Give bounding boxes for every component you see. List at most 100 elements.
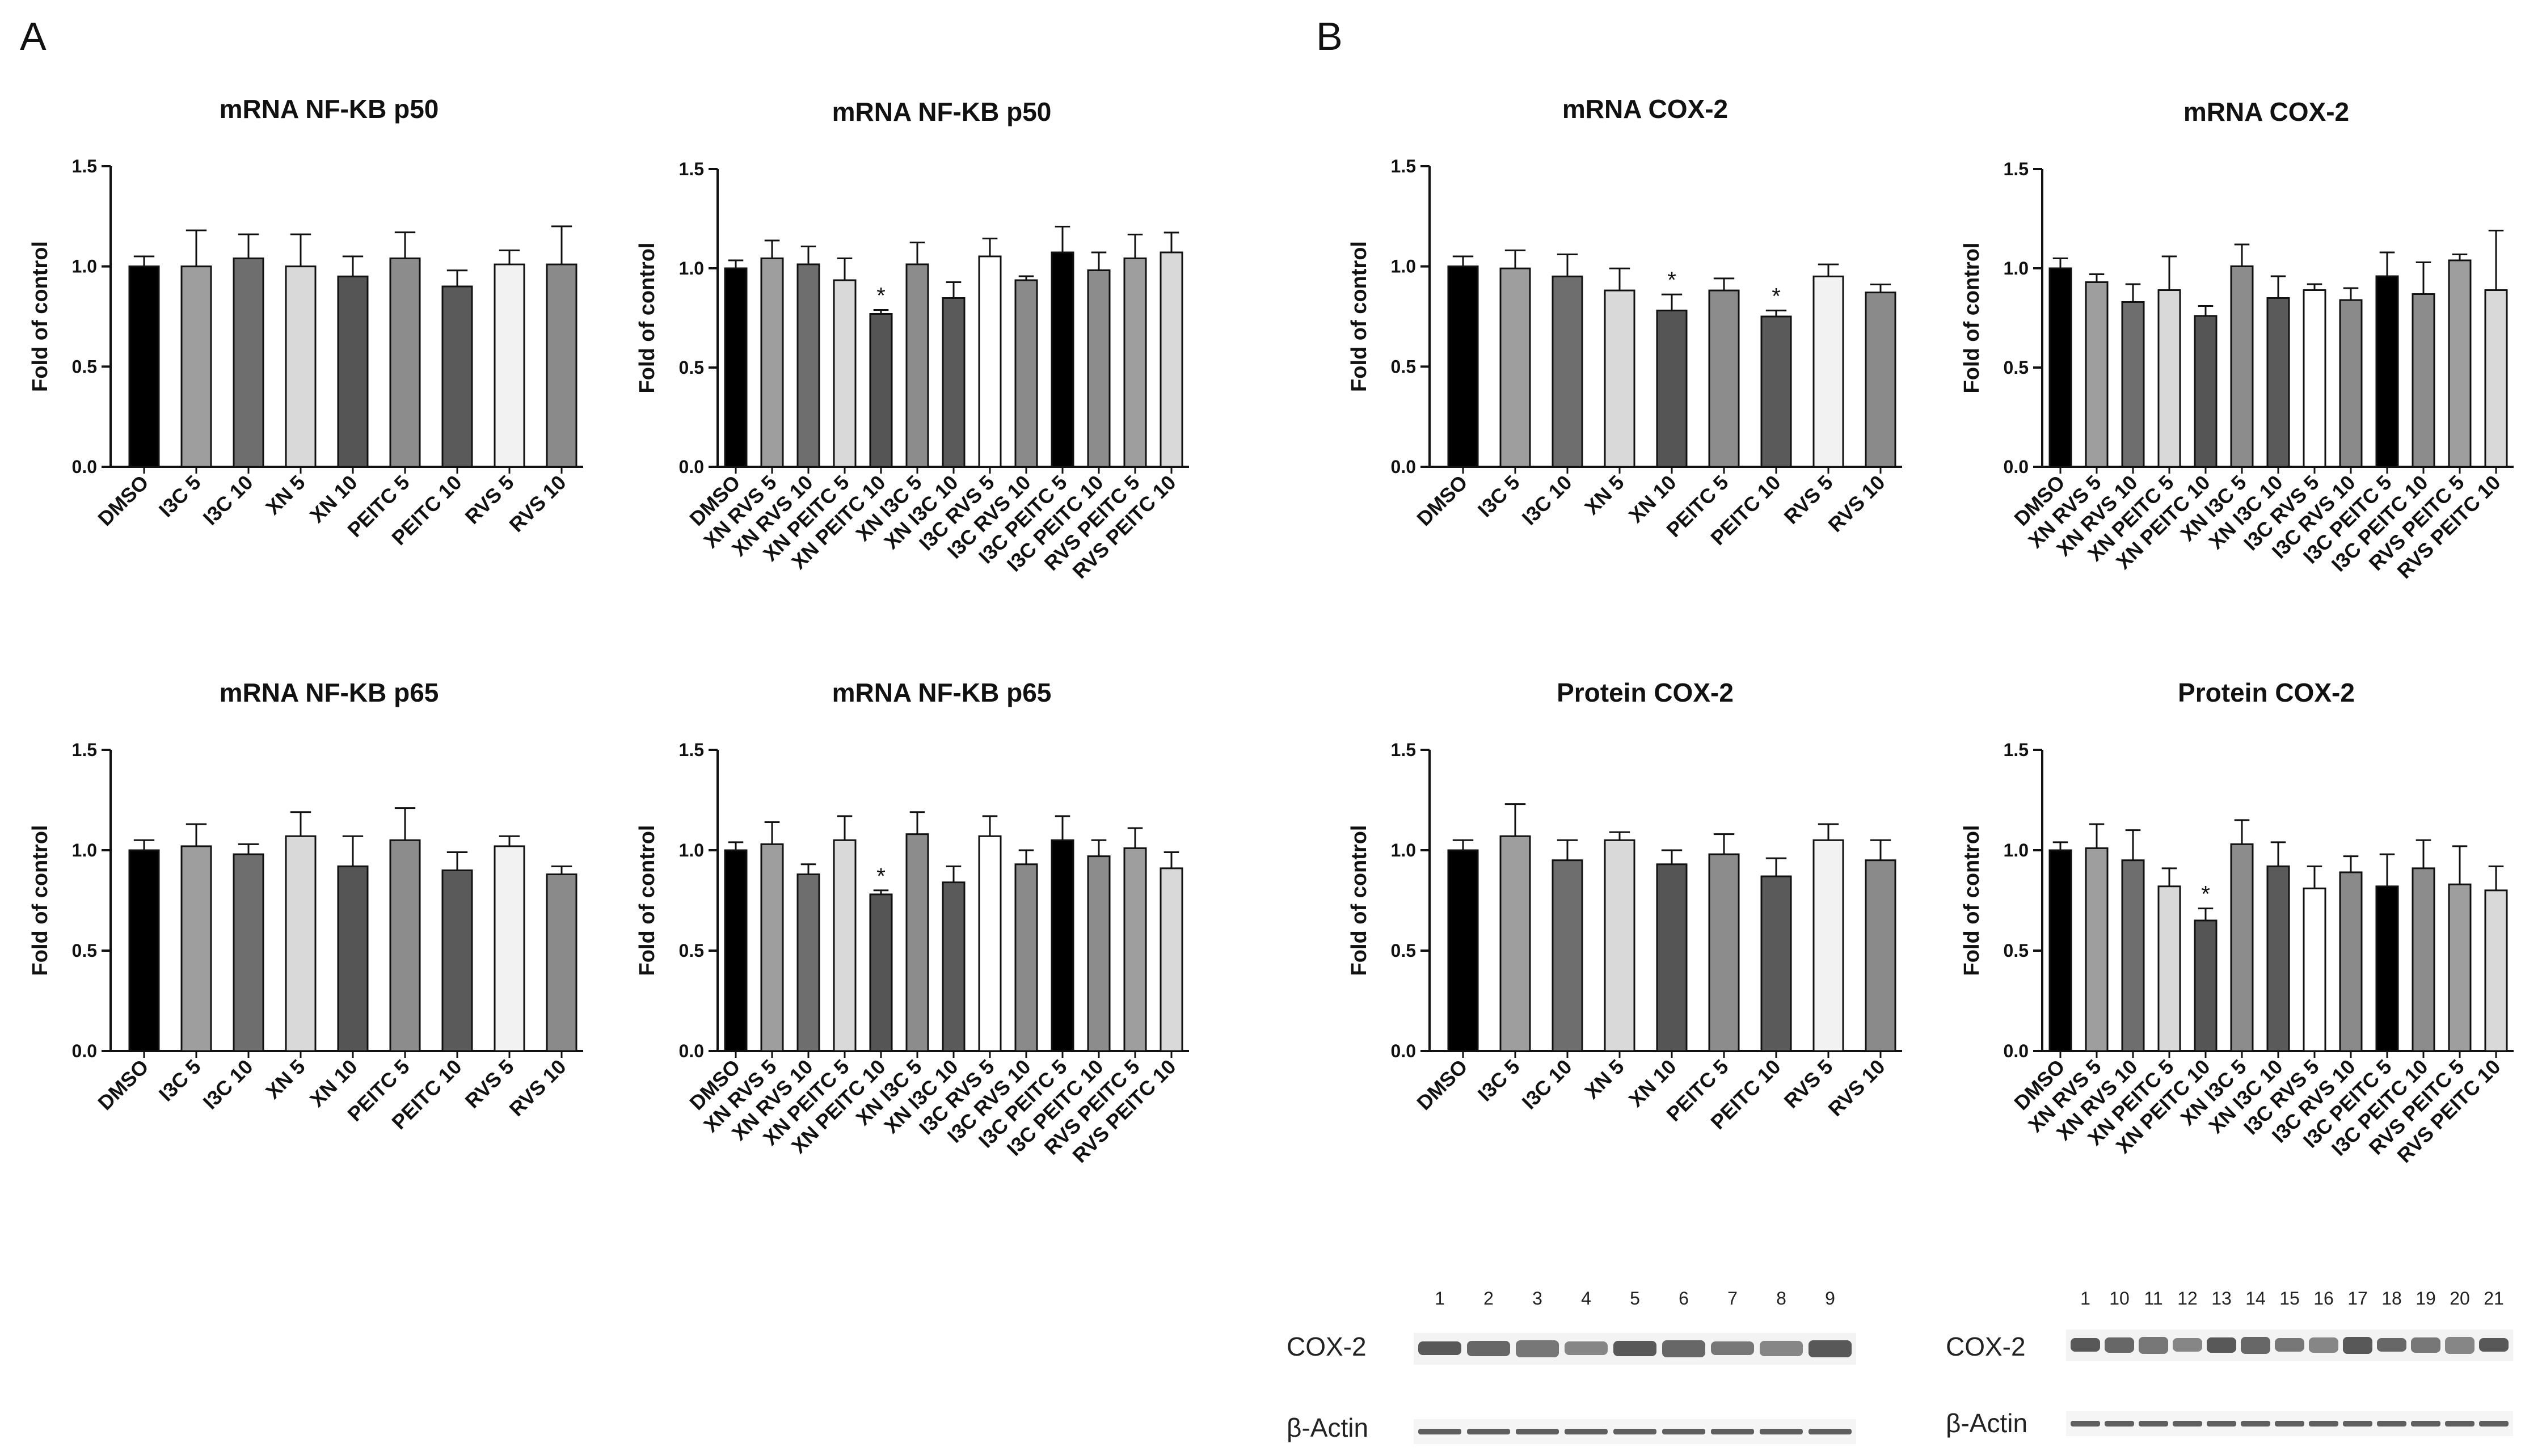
bar xyxy=(128,265,160,468)
band-cox2 xyxy=(1662,1340,1705,1357)
y-tick-label: 1.5 xyxy=(2004,159,2029,179)
x-tick-label: I3C 10 xyxy=(199,471,258,530)
bar xyxy=(2085,847,2109,1052)
bar xyxy=(1123,258,1147,468)
y-tick-label: 1.0 xyxy=(2004,258,2029,278)
bar xyxy=(2375,275,2399,468)
bar xyxy=(760,258,784,468)
band-cox2 xyxy=(1516,1340,1559,1357)
bar xyxy=(1812,275,1844,468)
lane-number: 1 xyxy=(2080,1288,2090,1309)
chart-3: mRNA COX-2 Fold of control 0.0 0.5 1.0 1.5 DMS… xyxy=(1347,94,1902,550)
bar xyxy=(2375,885,2399,1052)
bar xyxy=(1447,849,1479,1052)
bar xyxy=(942,881,966,1052)
band-actin xyxy=(2479,1421,2509,1427)
bar xyxy=(2412,293,2435,468)
y-tick-label: 0.0 xyxy=(72,457,97,477)
bar xyxy=(1051,251,1074,468)
bar xyxy=(546,873,577,1052)
x-tick-label: RVS 10 xyxy=(1823,471,1889,537)
blot-label-actin: β-Actin xyxy=(1946,1408,2027,1438)
lane-number: 10 xyxy=(2109,1288,2130,1309)
bar xyxy=(285,265,317,468)
bar xyxy=(441,869,473,1052)
y-tick-label: 0.5 xyxy=(2004,940,2029,961)
chart-title: mRNA NF-KB p65 xyxy=(832,678,1052,707)
band-cox2 xyxy=(2207,1337,2236,1353)
x-tick-label: XN 5 xyxy=(1580,1055,1629,1104)
bar xyxy=(1087,269,1111,468)
blot-label-actin: β-Actin xyxy=(1287,1413,1368,1442)
bar xyxy=(2266,865,2290,1052)
bar xyxy=(1123,847,1147,1052)
x-tick-label: I3C 10 xyxy=(1517,1055,1576,1114)
y-axis-label: Fold of control xyxy=(635,243,659,394)
bar xyxy=(441,285,473,468)
bar xyxy=(2230,265,2254,468)
y-tick-label: 1.0 xyxy=(72,840,97,860)
blot-label-cox2: COX-2 xyxy=(1946,1332,2026,1361)
band-actin xyxy=(2105,1421,2134,1427)
y-tick-label: 0.5 xyxy=(2004,357,2029,378)
band-actin xyxy=(1809,1429,1852,1434)
y-tick-label: 0.5 xyxy=(1391,356,1416,377)
y-tick-label: 1.0 xyxy=(1391,256,1416,277)
x-tick-label: I3C 5 xyxy=(1473,1055,1524,1106)
band-actin xyxy=(1760,1429,1803,1434)
y-tick-label: 1.5 xyxy=(679,740,704,760)
bar xyxy=(1014,279,1038,468)
bar xyxy=(833,279,857,468)
bar xyxy=(1760,315,1792,468)
y-tick-label: 0.0 xyxy=(1391,1041,1416,1061)
bar xyxy=(833,839,857,1052)
lane-number: 21 xyxy=(2484,1288,2504,1309)
band-cox2 xyxy=(2377,1338,2406,1352)
x-tick-label: I3C 5 xyxy=(154,1055,205,1106)
band-actin xyxy=(1467,1429,1510,1434)
y-tick-label: 1.5 xyxy=(72,740,97,760)
x-tick-label: XN 5 xyxy=(261,471,310,520)
bar xyxy=(1760,875,1792,1052)
bar xyxy=(337,865,369,1052)
x-tick-label: DMSO xyxy=(93,471,153,530)
y-axis-label: Fold of control xyxy=(635,825,659,976)
band-cox2 xyxy=(1809,1340,1852,1357)
y-axis-label: Fold of control xyxy=(28,241,52,392)
chart-7: Protein COX-2 Fold of control 0.0 0.5 1.0 1.5… xyxy=(1347,678,1902,1134)
chart-2: mRNA NF-KB p50 Fold of control 0.0 0.5 1.0 1.… xyxy=(635,97,1189,583)
x-tick-label: XN 5 xyxy=(1580,471,1629,520)
y-axis-label: Fold of control xyxy=(1347,241,1371,392)
band-actin xyxy=(1662,1429,1705,1434)
y-tick-label: 0.5 xyxy=(1391,940,1416,961)
bar xyxy=(2303,289,2326,468)
bar xyxy=(389,258,421,468)
blot-lane-numbers: 1 10 11 12 13 14 15 16 17 18 19 20 21 xyxy=(2080,1288,2504,1309)
y-tick-label: 0.5 xyxy=(679,940,704,961)
y-tick-label: 1.5 xyxy=(2004,740,2029,760)
bar xyxy=(2085,281,2109,468)
bar xyxy=(233,853,264,1052)
bar xyxy=(1087,855,1111,1052)
band-cox2 xyxy=(1418,1341,1461,1355)
bar xyxy=(2230,843,2254,1052)
bar xyxy=(796,873,820,1052)
bar xyxy=(2412,867,2435,1052)
bar xyxy=(2339,871,2363,1052)
bar xyxy=(1014,863,1038,1052)
bar xyxy=(2121,301,2145,468)
y-tick-label: 0.5 xyxy=(72,940,97,961)
x-tick-label: XN 5 xyxy=(261,1055,310,1104)
chart-8: Protein COX-2 Fold of control 0.0 0.5 1.0 1.5… xyxy=(1960,678,2514,1167)
x-tick-label: I3C 10 xyxy=(1517,471,1576,530)
y-axis-label: Fold of control xyxy=(1960,825,1984,976)
x-tick-label: I3C 5 xyxy=(154,471,205,522)
chart-title: mRNA NF-KB p50 xyxy=(832,97,1052,126)
lane-number: 18 xyxy=(2381,1288,2402,1309)
band-actin xyxy=(2139,1421,2168,1427)
bar xyxy=(337,275,369,468)
y-tick-label: 0.0 xyxy=(2004,457,2029,477)
bar xyxy=(869,313,893,468)
y-tick-label: 1.0 xyxy=(679,258,704,278)
